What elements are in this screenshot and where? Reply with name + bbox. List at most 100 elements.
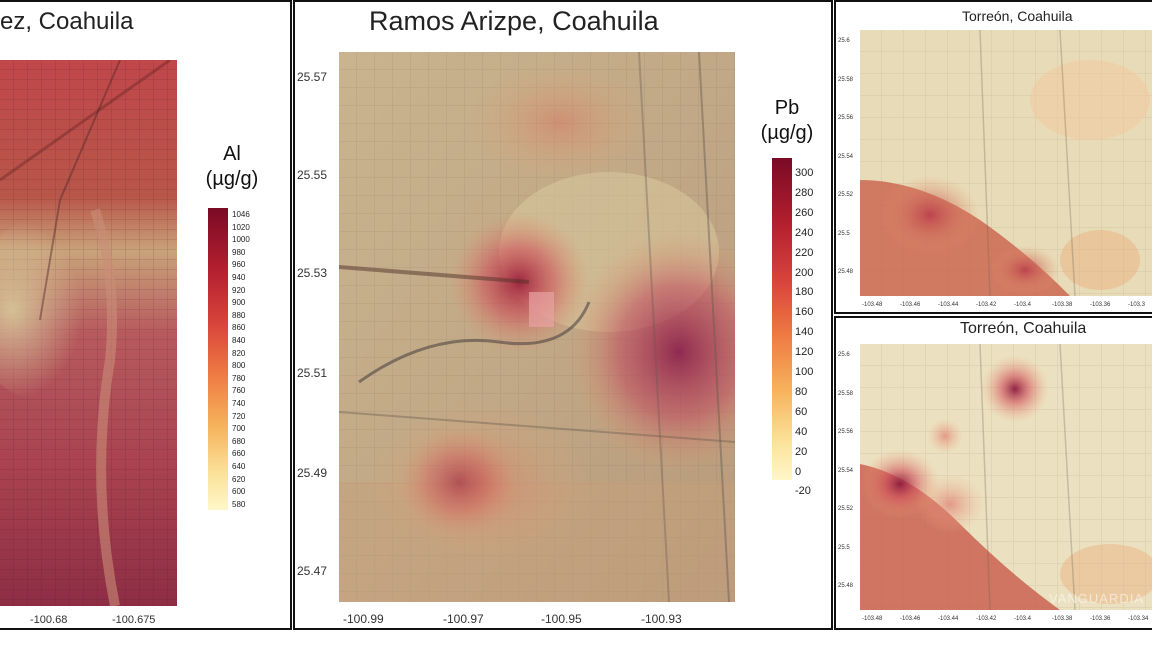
right-top-y-tick: 25.54 [838, 153, 854, 160]
right-top-x-tick: -103.44 [938, 302, 959, 308]
center-legend-label: 120 [795, 346, 814, 359]
center-legend-label: 100 [795, 366, 814, 378]
map-right-bottom-heatmap[interactable] [860, 344, 1152, 610]
right-bottom-y-tick: 25.54 [838, 467, 854, 474]
panel-center-lead: Ramos Arizpe, Coahuila [293, 0, 833, 630]
left-legend-label: 1046 [232, 210, 250, 219]
panel-right-top: Torreón, Coahuila 25.6 25.58 25.56 25.54 25.… [834, 0, 1152, 314]
center-legend-label: 260 [795, 206, 814, 219]
left-legend-unit: (µg/g) [205, 168, 259, 190]
center-y-tick: 25.57 [297, 70, 328, 84]
center-legend-label: 200 [795, 266, 814, 279]
center-legend-unit: (µg/g) [760, 122, 814, 144]
left-legend-label: 1020 [232, 222, 250, 232]
left-x-tick: -100.675 [112, 614, 156, 626]
right-top-y-tick: 25.52 [838, 192, 854, 198]
left-legend-label: 600 [232, 487, 246, 497]
right-bottom-y-tick: 25.6 [838, 352, 850, 358]
right-top-y-tick: 25.58 [838, 76, 854, 83]
map-left-heatmap[interactable] [0, 60, 177, 606]
left-legend-title: Al (µg/g) [192, 142, 272, 192]
center-y-tick: 25.53 [297, 266, 328, 280]
left-legend-label: 860 [232, 323, 246, 333]
panel-right-bottom-title: Torreón, Coahuila [960, 320, 1087, 337]
center-legend-label: 160 [795, 306, 814, 319]
center-legend-label: 140 [795, 326, 814, 339]
center-legend-label: 40 [795, 425, 808, 438]
left-legend-label: 980 [232, 247, 246, 257]
right-top-x-tick: -103.38 [1052, 302, 1073, 308]
center-legend-label: 60 [795, 405, 808, 418]
center-x-tick: -100.93 [641, 612, 682, 626]
right-bottom-x-tick: -103.36 [1090, 616, 1111, 622]
panel-right-top-title: Torreón, Coahuila [962, 8, 1073, 24]
left-legend-label: 580 [232, 499, 246, 509]
right-top-y-tick: 25.48 [838, 269, 854, 275]
right-bottom-x-tick: -103.48 [862, 616, 883, 622]
center-y-tick: 25.49 [297, 466, 328, 480]
left-color-bar [208, 208, 228, 510]
right-bottom-y-tick: 25.56 [838, 429, 854, 435]
center-x-tick: -100.97 [443, 612, 484, 626]
left-legend-label: 800 [232, 361, 246, 371]
left-legend-element: Al [223, 143, 241, 165]
left-legend-label: 820 [232, 348, 246, 358]
center-legend-label: 0 [795, 465, 802, 478]
left-legend-label: 720 [232, 411, 246, 421]
center-legend-label: 220 [795, 246, 814, 259]
right-bottom-y-tick: 25.5 [838, 544, 850, 551]
left-legend-label: 840 [232, 336, 246, 345]
left-legend-label: 960 [232, 260, 246, 270]
center-legend-label: -20 [795, 485, 811, 498]
left-legend-label: 900 [232, 298, 246, 308]
center-legend-element: Pb [774, 97, 800, 119]
center-y-tick: 25.55 [297, 168, 328, 182]
right-top-x-tick: -103.42 [976, 302, 997, 308]
left-legend-label: 620 [232, 474, 246, 484]
left-legend-label: 780 [232, 373, 246, 383]
center-y-tick: 25.47 [297, 564, 328, 578]
center-legend-label: 20 [795, 445, 808, 458]
panel-left-title: ez, Coahuila [0, 8, 134, 35]
left-legend-label: 700 [232, 424, 246, 434]
panel-right-bottom: Torreón, Coahuila [834, 316, 1152, 630]
center-legend-label: 280 [795, 186, 814, 199]
center-x-tick: -100.99 [343, 612, 384, 626]
right-bottom-y-tick: 25.52 [838, 506, 854, 512]
right-top-x-tick: -103.36 [1090, 302, 1111, 308]
panel-center-title: Ramos Arizpe, Coahuila [369, 6, 659, 36]
map-right-top-heatmap[interactable] [860, 30, 1152, 296]
right-bottom-x-tick: -103.38 [1052, 616, 1073, 622]
panel-left-aluminum: ez, Coahuila [0, 0, 292, 630]
right-top-x-tick: -103.4 [1014, 302, 1032, 308]
left-legend-label: 920 [232, 285, 246, 295]
center-y-tick: 25.51 [297, 366, 328, 380]
left-legend-label: 1000 [232, 235, 250, 245]
center-legend-label: 80 [795, 385, 808, 398]
left-legend-label: 640 [232, 462, 246, 471]
right-top-x-tick: -103.48 [862, 302, 883, 308]
center-legend-title: Pb (µg/g) [749, 96, 825, 146]
right-bottom-y-tick: 25.58 [838, 390, 854, 397]
right-top-x-tick: -103.46 [900, 302, 921, 308]
right-bottom-x-tick: -103.34 [1128, 616, 1149, 622]
left-legend-label: 760 [232, 386, 246, 396]
left-legend-label: 880 [232, 310, 246, 320]
center-legend-label: 300 [795, 167, 814, 179]
left-legend-label: 680 [232, 436, 246, 446]
right-top-y-tick: 25.56 [838, 115, 854, 121]
right-bottom-x-tick: -103.46 [900, 616, 921, 622]
center-x-tick: -100.95 [541, 612, 582, 626]
center-color-bar [772, 158, 792, 480]
right-bottom-x-tick: -103.42 [976, 616, 997, 622]
right-bottom-x-tick: -103.44 [938, 616, 959, 622]
right-bottom-x-tick: -103.4 [1014, 616, 1032, 622]
left-legend-label: 660 [232, 449, 246, 459]
right-top-y-tick: 25.5 [838, 230, 850, 237]
left-legend-label: 740 [232, 399, 246, 408]
right-bottom-y-tick: 25.48 [838, 583, 854, 589]
right-top-y-tick: 25.6 [838, 38, 850, 44]
map-center-heatmap[interactable] [339, 52, 735, 602]
left-legend-label: 940 [232, 273, 246, 282]
left-x-tick: -100.68 [30, 614, 68, 626]
